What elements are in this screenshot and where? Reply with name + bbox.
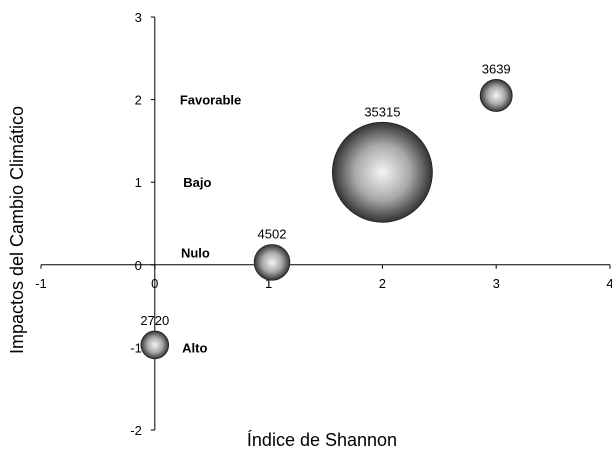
- x-tick-label: 2: [379, 276, 386, 291]
- bubbles: [140, 79, 513, 360]
- annotations: Favorable Bajo Nulo Alto: [180, 93, 241, 356]
- axes: [41, 17, 610, 430]
- bubble-label: 4502: [258, 226, 287, 241]
- x-tick-labels: -1 0 1 2 3 4: [35, 264, 612, 291]
- annotation-label: Alto: [182, 340, 207, 355]
- bubble: [140, 330, 170, 360]
- y-tick-label: 3: [135, 10, 142, 25]
- y-tick-label: -2: [130, 423, 142, 438]
- y-tick-label: -1: [130, 340, 142, 355]
- x-axis-title: Índice de Shannon: [247, 430, 397, 450]
- y-tick-label: 1: [135, 175, 142, 190]
- annotation-label: Favorable: [180, 93, 241, 108]
- annotation-label: Bajo: [183, 175, 211, 190]
- y-axis-title: Impactos del Cambio Climático: [7, 106, 27, 354]
- bubble: [331, 121, 433, 223]
- x-tick-label: 1: [265, 276, 272, 291]
- bubble-labels: 2720 4502 35315 3639: [140, 61, 510, 328]
- x-tick-label: -1: [35, 276, 47, 291]
- bubble-label: 2720: [140, 313, 169, 328]
- bubble-label: 3639: [482, 61, 511, 76]
- bubble: [479, 79, 513, 112]
- annotation-label: Nulo: [181, 245, 210, 260]
- x-tick-label: 4: [606, 276, 612, 291]
- y-tick-label: 2: [135, 93, 142, 108]
- bubble-label: 35315: [364, 104, 400, 119]
- bubble: [253, 244, 291, 281]
- y-tick-label: 0: [135, 258, 142, 273]
- y-tick-labels: -2 -1 0 1 2 3: [130, 10, 155, 438]
- x-tick-label: 0: [151, 276, 158, 291]
- x-tick-label: 3: [493, 276, 500, 291]
